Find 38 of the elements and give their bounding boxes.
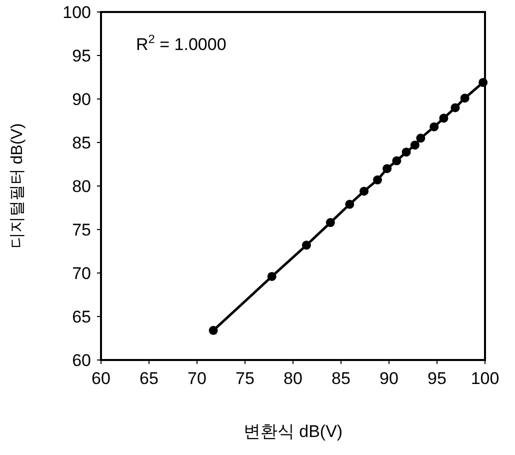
x-tick-label: 80 xyxy=(284,369,302,388)
point xyxy=(208,326,218,335)
x-tick-label: 60 xyxy=(92,369,110,388)
y-tick-label: 60 xyxy=(72,350,91,370)
point xyxy=(439,114,448,123)
point xyxy=(382,164,392,174)
point xyxy=(478,78,488,87)
x-tick-label: 100 xyxy=(470,369,500,388)
x-axis-title: 변환식 dB(V) xyxy=(243,422,343,441)
x-tick-label: 70 xyxy=(188,369,206,388)
x-tick-label: 75 xyxy=(236,369,254,388)
point xyxy=(450,103,460,112)
y-tick-label: 70 xyxy=(72,264,91,283)
x-tick-label: 65 xyxy=(140,369,158,388)
point xyxy=(416,134,426,143)
y-tick-label: 95 xyxy=(72,46,91,66)
x-tick-label: 95 xyxy=(428,369,446,388)
y-axis-title: 디지털필터 dB(V) xyxy=(9,123,26,249)
annotation: R$^{2}$ = 1.0000 xyxy=(136,32,226,54)
point xyxy=(410,140,420,150)
point xyxy=(360,186,369,196)
x-tick-label: 90 xyxy=(380,369,398,388)
y-tick-label: 75 xyxy=(72,220,91,240)
y-tick-label: 65 xyxy=(72,307,91,326)
point xyxy=(372,175,382,184)
y-tick-label: 85 xyxy=(72,133,91,152)
point xyxy=(402,148,411,157)
point xyxy=(460,94,470,103)
y-tick-label: 100 xyxy=(62,2,91,22)
x-tick-label: 85 xyxy=(332,369,350,388)
point xyxy=(302,240,311,250)
y-tick-label: 90 xyxy=(72,90,91,109)
point xyxy=(267,272,276,281)
y-tick-label: 80 xyxy=(72,176,91,196)
point xyxy=(392,156,402,166)
point xyxy=(430,122,439,132)
point xyxy=(326,218,335,228)
point xyxy=(345,200,354,209)
